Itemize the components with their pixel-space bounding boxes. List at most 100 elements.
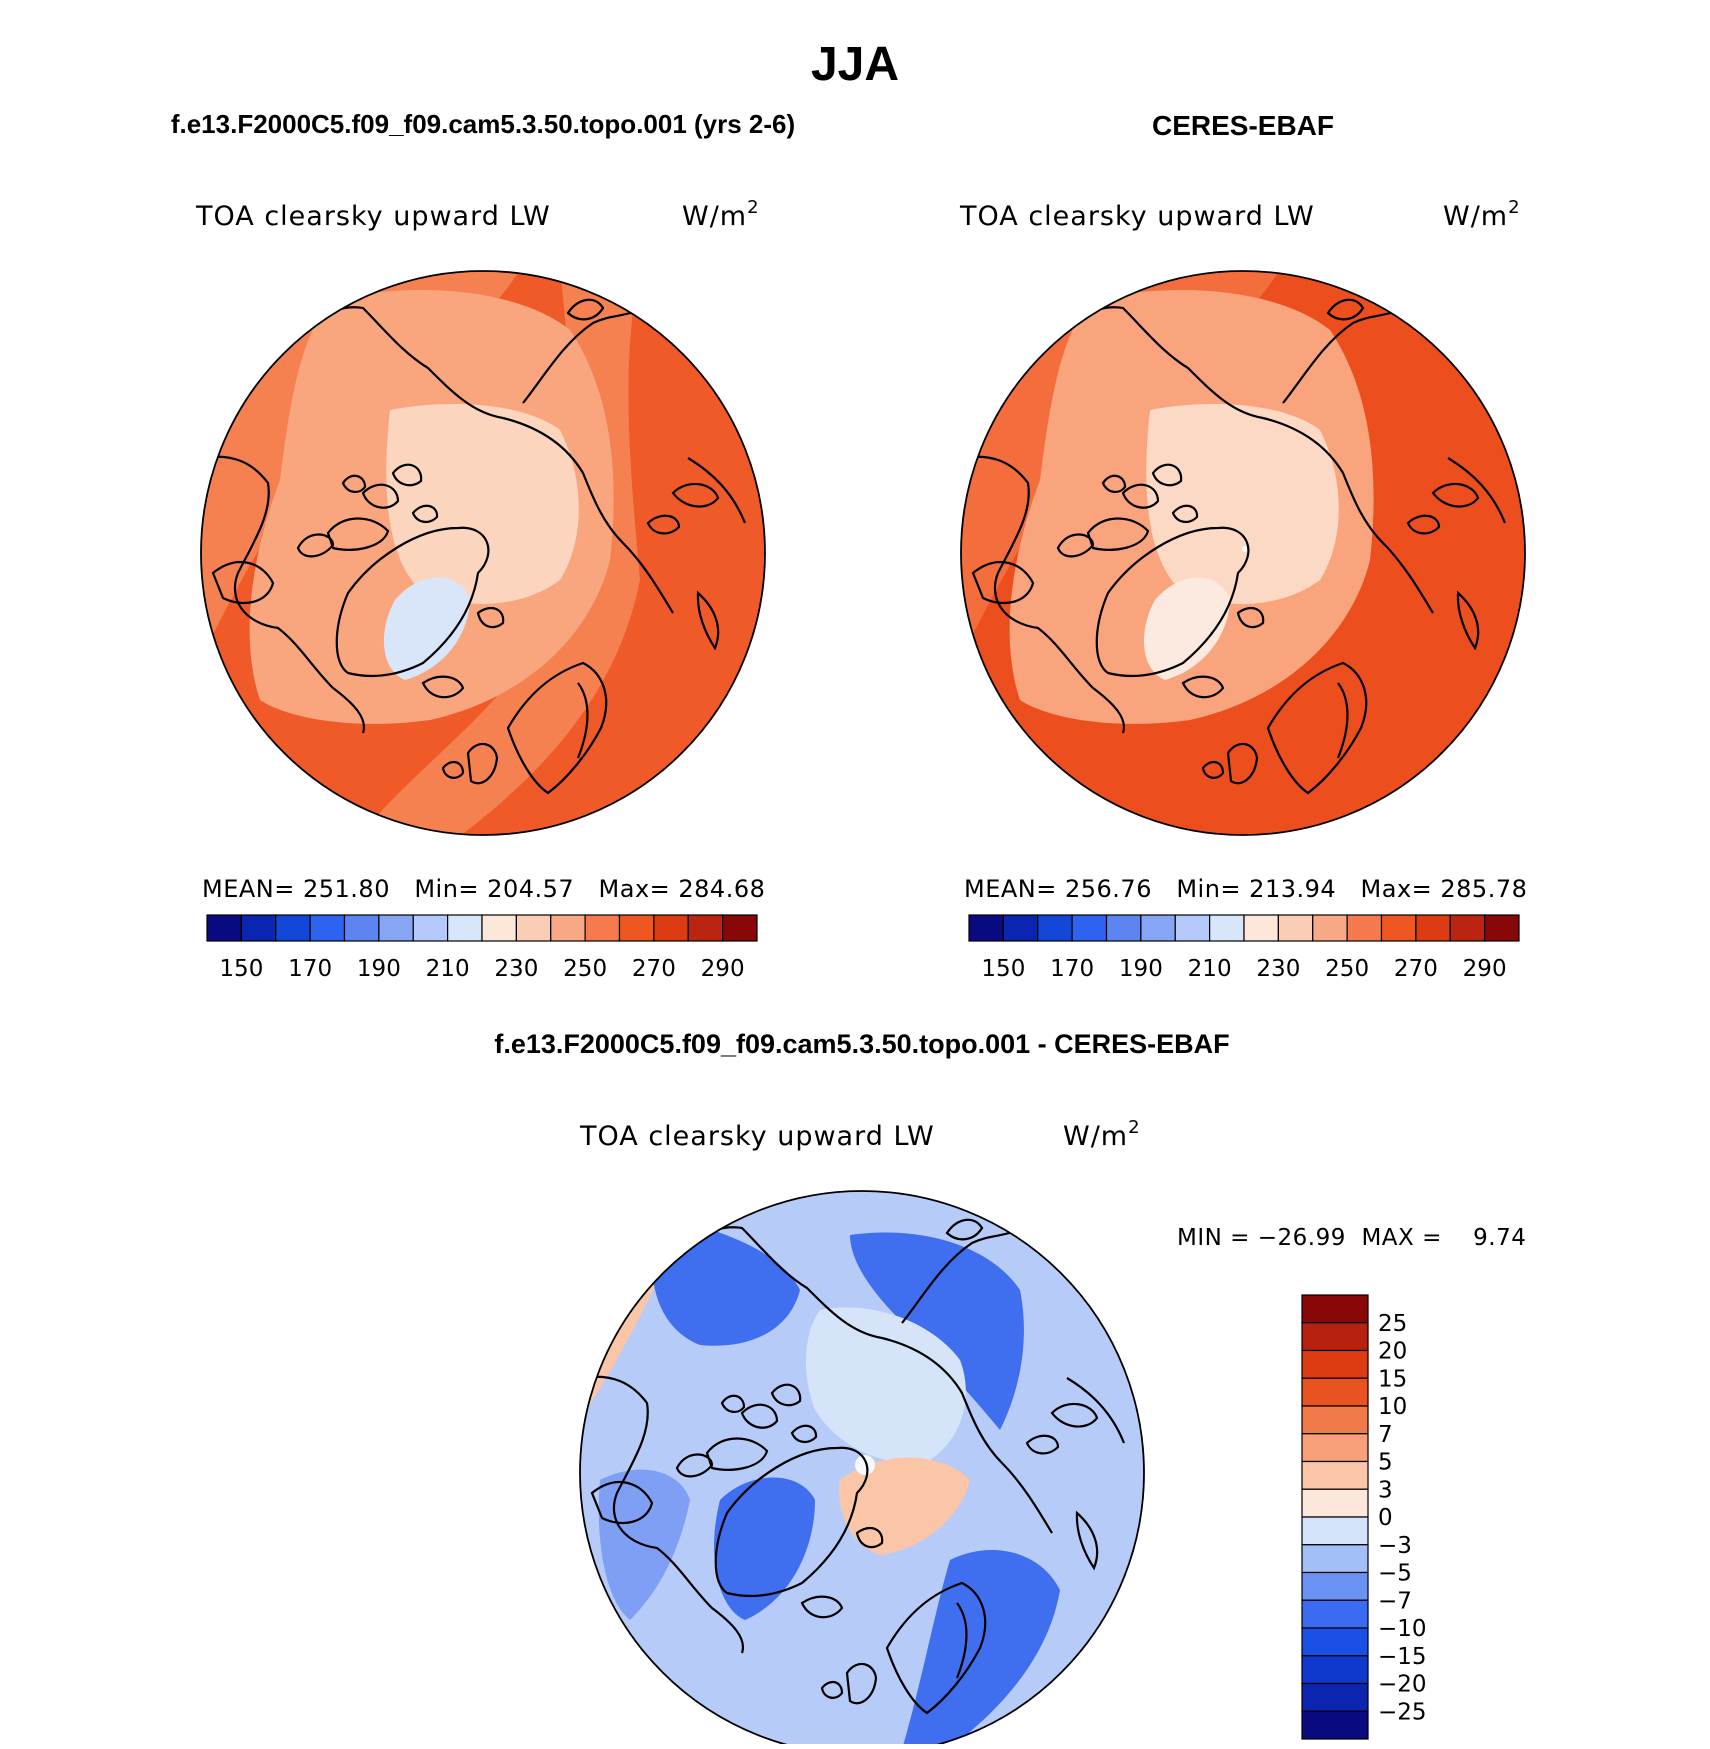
model-colorbar-swatch: [378, 914, 414, 942]
model-colorbar-tick-label: 290: [701, 956, 745, 982]
obs-colorbar-swatch: [1312, 914, 1348, 942]
diff-positive-region: [839, 1457, 970, 1555]
left-variable-label: TOA clearsky upward LW: [195, 201, 551, 232]
diff-colorbar-tick-label: −3: [1378, 1533, 1412, 1559]
model-colorbar-tick-label: 250: [563, 956, 607, 982]
diff-colorbar-tick-label: −7: [1378, 1588, 1412, 1614]
diff-colorbar-tick-label: 0: [1378, 1505, 1393, 1531]
diff-map-border: [579, 1190, 1145, 1749]
model-colorbar-swatch: [275, 914, 311, 942]
model-map-border: [200, 270, 766, 836]
model-colorbar-swatch: [653, 914, 689, 942]
obs-colorbar-tick-label: 270: [1394, 956, 1438, 982]
obs-colorbar-swatch: [1484, 914, 1520, 942]
model-colorbar-swatch: [687, 914, 724, 942]
diff-greenland-negative: [714, 1477, 815, 1620]
right-variable-label: TOA clearsky upward LW: [959, 201, 1315, 232]
model-colorbar-tick-label: 150: [219, 956, 263, 982]
diff-variable-label: TOA clearsky upward LW: [579, 1121, 935, 1152]
diff-units-label: W/m2: [1063, 1117, 1141, 1152]
obs-colorbar-swatch: [1243, 914, 1279, 942]
diff-colorbar-swatch: [1301, 1460, 1369, 1490]
obs-mid-band: [961, 271, 1280, 660]
model-colorbar-tick-label: 170: [288, 956, 332, 982]
model-colorbar-swatch: [206, 914, 242, 942]
diff-colorbar-swatch: [1301, 1294, 1369, 1324]
diff-colorbar-swatch: [1301, 1322, 1369, 1352]
obs-polar-map: [960, 270, 1526, 836]
model-colorbar-swatch: [412, 914, 449, 942]
model-colorbar-tick-label: 190: [357, 956, 401, 982]
obs-colorbar-tick-label: 250: [1325, 956, 1369, 982]
model-ice-cap: [386, 404, 579, 604]
model-colorbar-swatch: [515, 914, 552, 942]
diff-colorbar-tick-label: −25: [1378, 1699, 1427, 1725]
obs-colorbar-tick-label: 170: [1050, 956, 1094, 982]
model-colorbar-swatch: [447, 914, 483, 942]
obs-greenland-min: [1143, 577, 1230, 680]
model-colorbar-tick-label: 270: [632, 956, 676, 982]
diff-colorbar-tick-label: 10: [1378, 1394, 1407, 1420]
obs-colorbar-swatch: [1071, 914, 1108, 942]
diff-colorbar-swatch: [1301, 1571, 1369, 1601]
obs-colorbar-tick-label: 150: [981, 956, 1025, 982]
diff-colorbar-swatch: [1301, 1627, 1369, 1657]
diff-negative-north-b: [850, 1232, 1024, 1430]
obs-map-border: [960, 270, 1526, 836]
diff-colorbar-tick-label: 5: [1378, 1450, 1393, 1476]
right-units-label: W/m2: [1443, 197, 1521, 232]
obs-colorbar-tick-label: 210: [1188, 956, 1232, 982]
obs-colorbar-tick-label: 190: [1119, 956, 1163, 982]
model-mid-band: [201, 271, 520, 660]
model-colorbar-swatch: [240, 914, 277, 942]
model-colorbar-swatch: [584, 914, 621, 942]
obs-colorbar-swatch: [1346, 914, 1383, 942]
left-units-base: W/m: [682, 201, 747, 232]
obs-colorbar-swatch: [1105, 914, 1142, 942]
model-stats: MEAN= 251.80 Min= 204.57 Max= 284.68: [202, 875, 765, 903]
diff-central-light: [805, 1307, 966, 1463]
diff-colorbar-swatch: [1301, 1405, 1369, 1435]
obs-pole-hole: [1242, 546, 1248, 552]
obs-colorbar-swatch: [1380, 914, 1417, 942]
diff-scandinavia-negative: [900, 1550, 1060, 1749]
model-colorbar-swatch: [618, 914, 655, 942]
obs-colorbar-swatch: [1449, 914, 1486, 942]
diff-colorbar-swatch: [1301, 1682, 1369, 1712]
obs-colorbar-swatch: [968, 914, 1004, 942]
diff-colorbar-tick-label: −10: [1378, 1616, 1427, 1642]
model-colorbar-swatch: [309, 914, 346, 942]
model-greenland-min: [383, 577, 470, 680]
model-colorbar-tick-label: 210: [426, 956, 470, 982]
obs-colorbar-tick-label: 230: [1256, 956, 1300, 982]
diff-colorbar-tick-label: −5: [1378, 1561, 1412, 1587]
model-colorbar: 150 170 190 210 230 250 270 290: [206, 914, 758, 982]
diff-colorbar-swatch: [1301, 1488, 1369, 1518]
diff-colorbar-tick-label: 15: [1378, 1366, 1407, 1392]
diff-colorbar-swatch: [1301, 1377, 1369, 1407]
diff-stats: MIN = −26.99 MAX = 9.74: [1177, 1225, 1526, 1251]
right-units-exp: 2: [1508, 197, 1520, 218]
diff-colorbar-swatch: [1301, 1516, 1369, 1546]
diff-colorbar-tick-label: −20: [1378, 1672, 1427, 1698]
diff-colorbar-tick-label: 3: [1378, 1477, 1393, 1503]
diff-colorbar-swatch: [1301, 1599, 1369, 1629]
obs-stats: MEAN= 256.76 Min= 213.94 Max= 285.78: [964, 875, 1527, 903]
diff-units-base: W/m: [1063, 1121, 1128, 1152]
obs-colorbar-swatch: [1140, 914, 1176, 942]
obs-colorbar: 150 170 190 210 230 250 270 290: [968, 914, 1520, 982]
diff-colorbar-tick-label: −15: [1378, 1644, 1427, 1670]
model-colorbar-swatch: [722, 914, 758, 942]
obs-colorbar-swatch: [1209, 914, 1245, 942]
diff-polar-map: [579, 1190, 1145, 1749]
diff-colorbar-swatch: [1301, 1433, 1369, 1463]
diff-colorbar-swatch: [1301, 1710, 1369, 1740]
obs-colorbar-swatch: [1415, 914, 1451, 942]
left-case-title: f.e13.F2000C5.f09_f09.cam5.3.50.topo.001…: [171, 109, 795, 139]
obs-colorbar-tick-label: 290: [1463, 956, 1507, 982]
left-units-label: W/m2: [682, 197, 760, 232]
diff-colorbar-tick-label: 20: [1378, 1339, 1407, 1365]
